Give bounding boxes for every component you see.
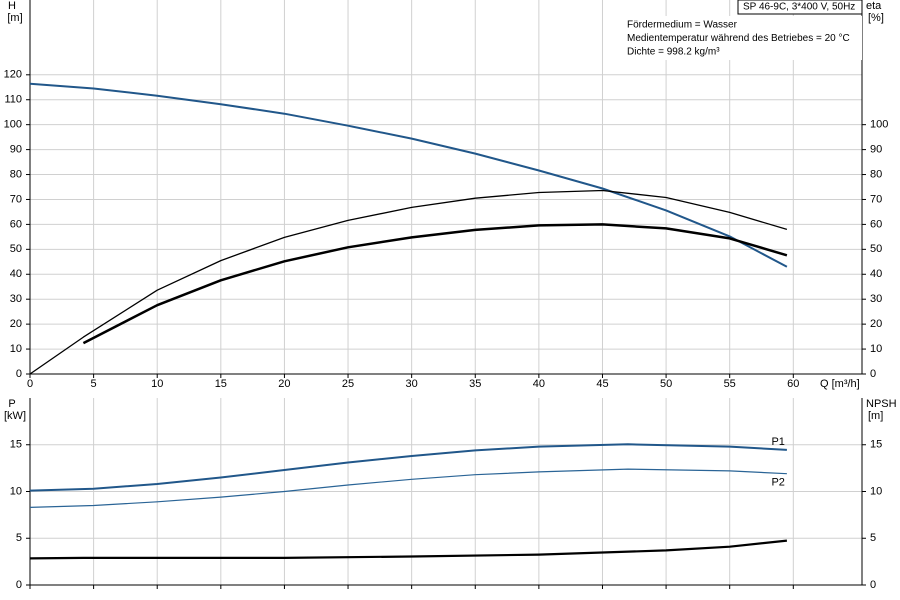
y2-tick-label: 5 — [870, 532, 876, 544]
y-tick-label: 5 — [16, 532, 22, 544]
y-axis-label: P — [8, 398, 15, 410]
y2-tick-label: 40 — [870, 268, 882, 280]
x-tick-label: 0 — [27, 378, 33, 390]
y-tick-label: 50 — [10, 243, 22, 255]
chart-title: SP 46-9C, 3*400 V, 50Hz — [743, 2, 855, 13]
x-tick-label: 50 — [660, 378, 672, 390]
y-tick-label: 15 — [10, 439, 22, 451]
x-tick-label: 40 — [533, 378, 545, 390]
y-tick-label: 90 — [10, 144, 22, 156]
curve-label: P2 — [771, 477, 784, 489]
title-box — [737, 0, 863, 15]
y2-tick-label: 20 — [870, 318, 882, 330]
x-axis-label: Q [m³/h] — [820, 378, 860, 390]
annotation: Medientemperatur während des Betriebes =… — [627, 33, 850, 44]
x-tick-label: 25 — [342, 378, 354, 390]
x-tick-label: 20 — [278, 378, 290, 390]
annotation: Dichte = 998.2 kg/m³ — [627, 47, 720, 58]
y-tick-label: 80 — [10, 168, 22, 180]
curve — [29, 82, 788, 268]
y-axis-unit: [kW] — [4, 410, 26, 422]
y2-tick-label: 100 — [870, 119, 888, 131]
y-tick-label: 60 — [10, 218, 22, 230]
y2-tick-label: 80 — [870, 168, 882, 180]
y2-axis-unit: [m] — [868, 410, 883, 422]
y2-axis-label: eta — [866, 0, 882, 12]
curve-label: P1 — [771, 436, 784, 448]
y2-tick-label: 0 — [870, 579, 876, 591]
curve — [82, 223, 788, 345]
x-tick-label: 35 — [469, 378, 481, 390]
x-tick-label: 60 — [787, 378, 799, 390]
x-tick-label: 15 — [215, 378, 227, 390]
y2-axis-unit: [%] — [868, 12, 884, 24]
x-tick-label: 10 — [151, 378, 163, 390]
curve — [29, 189, 788, 375]
y-tick-label: 10 — [10, 343, 22, 355]
x-tick-label: 45 — [596, 378, 608, 390]
y-tick-label: 110 — [4, 94, 22, 106]
y-axis-label: H — [8, 0, 16, 12]
curve — [29, 468, 787, 508]
y2-tick-label: 10 — [870, 485, 882, 497]
x-tick-label: 30 — [406, 378, 418, 390]
y2-tick-label: 15 — [870, 439, 882, 451]
x-tick-label: 5 — [91, 378, 97, 390]
y2-tick-label: 50 — [870, 243, 882, 255]
y-tick-label: 30 — [10, 293, 22, 305]
y2-axis-label: NPSH — [866, 398, 897, 410]
y-axis-unit: [m] — [7, 12, 22, 24]
y-tick-label: 40 — [10, 268, 22, 280]
y-tick-label: 0 — [16, 579, 22, 591]
y-tick-label: 100 — [4, 119, 22, 131]
x-tick-label: 55 — [724, 378, 736, 390]
y2-tick-label: 10 — [870, 343, 882, 355]
y-tick-label: 120 — [4, 69, 22, 81]
y-tick-label: 20 — [10, 318, 22, 330]
annotation-box — [622, 16, 862, 60]
y2-tick-label: 0 — [870, 368, 876, 380]
y2-tick-label: 30 — [870, 293, 882, 305]
curve — [29, 443, 787, 492]
y2-tick-label: 60 — [870, 218, 882, 230]
y-tick-label: 0 — [16, 368, 22, 380]
y2-tick-label: 70 — [870, 193, 882, 205]
curve — [29, 539, 788, 560]
y-tick-label: 70 — [10, 193, 22, 205]
y-tick-label: 10 — [10, 485, 22, 497]
annotation: Fördermedium = Wasser — [627, 20, 738, 31]
y2-tick-label: 90 — [870, 144, 882, 156]
